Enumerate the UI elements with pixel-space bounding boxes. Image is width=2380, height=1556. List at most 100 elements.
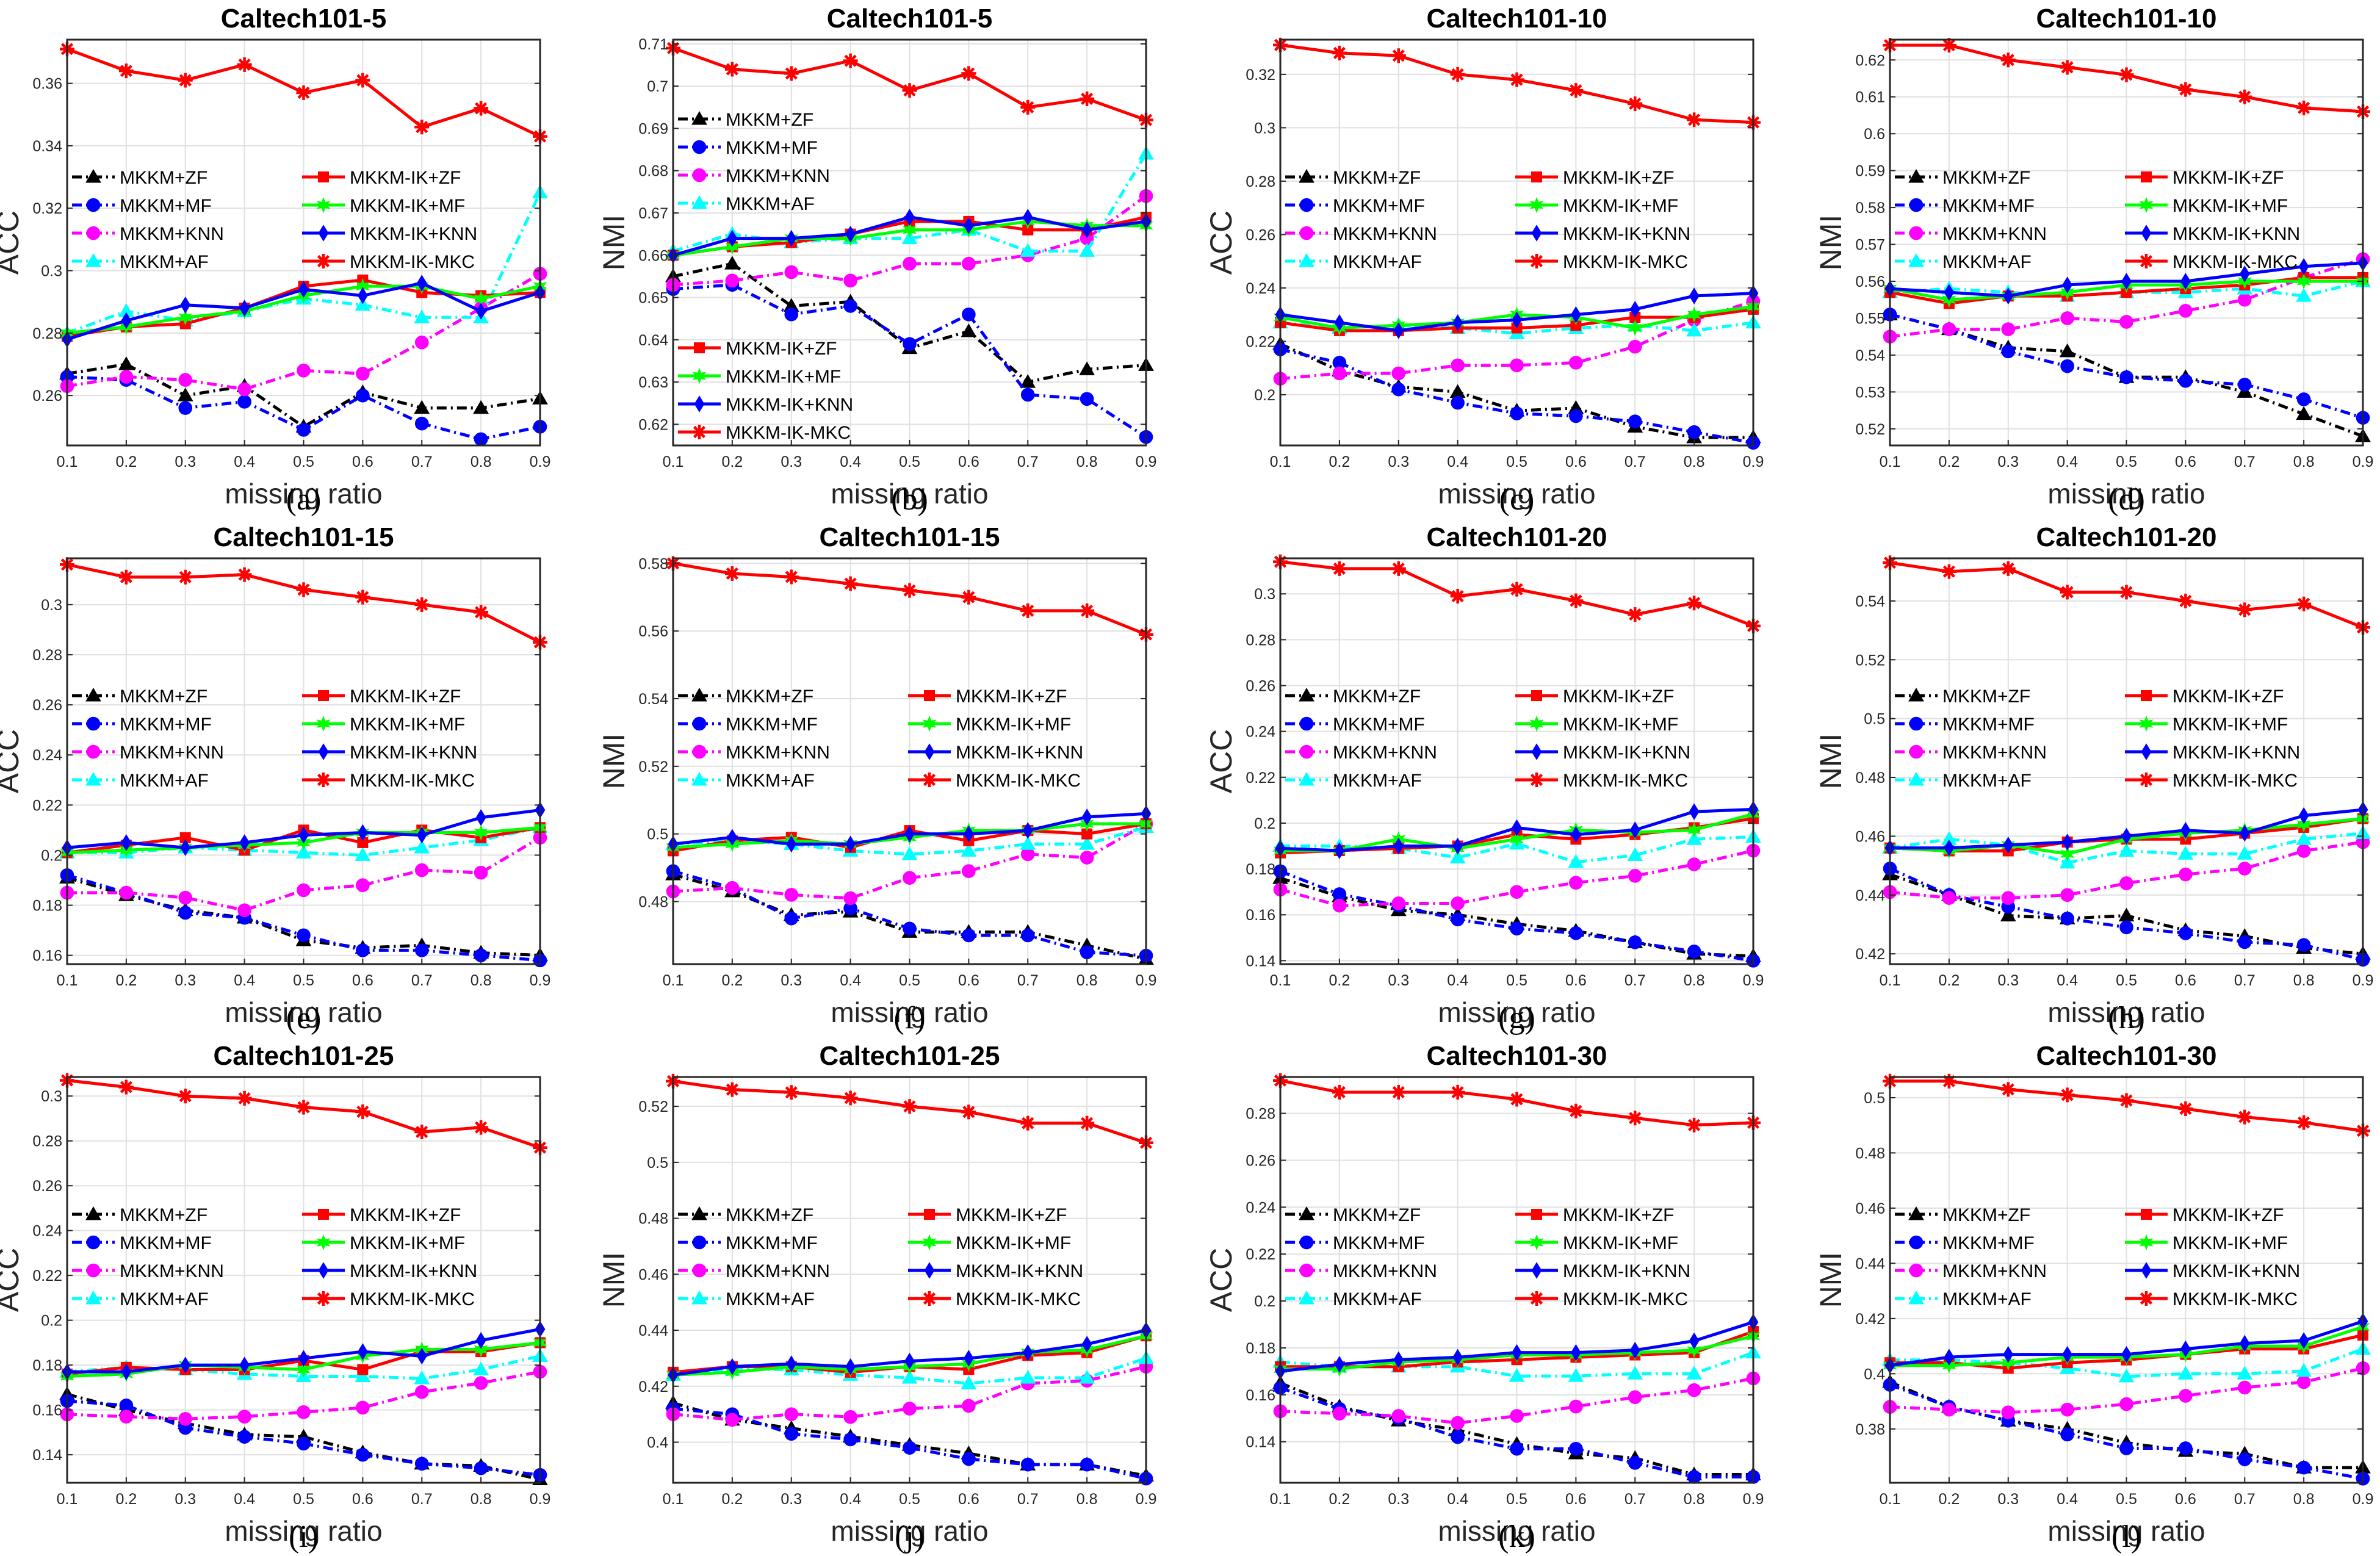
data-point <box>2296 1460 2311 1475</box>
x-tick-label: 0.5 <box>1506 1491 1527 1508</box>
y-tick-label: 0.57 <box>1855 237 1885 254</box>
data-point <box>784 1085 799 1100</box>
legend-item: MKKM-IK+ZF <box>1515 168 1675 188</box>
data-point <box>180 839 191 856</box>
legend-label: MKKM-IK-MKC <box>2173 1289 2298 1309</box>
legend-item: MKKM+ZF <box>1895 686 2030 707</box>
legend-item: MKKM-IK+ZF <box>908 686 1067 707</box>
legend-label: MKKM-IK+ZF <box>2173 168 2284 188</box>
legend-label: MKKM-IK-MKC <box>956 1289 1081 1309</box>
data-point <box>1944 284 1955 301</box>
legend-item: MKKM-IK-MKC <box>1515 771 1688 791</box>
legend-marker <box>692 1263 707 1278</box>
legend-marker <box>2141 171 2152 182</box>
legend-item: MKKM-IK+MF <box>2125 1233 2288 1253</box>
line-chart: 0.1 0.2 0.3 0.4 0.5 0.6 0.7 0.8 0.9 0.48 0.5 0.52 0.… <box>597 522 1156 1036</box>
data-point <box>903 222 917 238</box>
data-point <box>296 85 311 100</box>
legend-label: MKKM+AF <box>726 771 815 791</box>
data-point <box>1391 366 1406 381</box>
legend-label: MKKM+ZF <box>726 686 813 707</box>
legend-item: MKKM+ZF <box>1285 168 1421 188</box>
x-tick-label: 0.8 <box>2293 1491 2315 1508</box>
y-tick-label: 0.3 <box>41 263 62 280</box>
data-point <box>962 928 976 943</box>
legend-item: MKKM+AF <box>1285 1289 1422 1309</box>
legend-label: MKKM-IK+ZF <box>350 1205 461 1225</box>
line-chart: 0.1 0.2 0.3 0.4 0.5 0.6 0.7 0.8 0.9 0.4 0.42 0.44 0.… <box>597 1041 1156 1554</box>
legend-marker <box>1531 690 1542 701</box>
legend-item: MKKM-IK+ZF <box>1515 686 1675 707</box>
data-point <box>784 307 799 322</box>
data-point <box>1079 243 1095 257</box>
legend-label: MKKM-IK+ZF <box>1563 686 1675 707</box>
data-point <box>1687 945 1701 959</box>
y-tick-label: 0.4 <box>1864 1366 1885 1383</box>
data-point <box>1079 361 1095 375</box>
data-point <box>845 1358 856 1375</box>
data-point <box>1080 91 1095 106</box>
y-tick-label: 0.5 <box>647 1154 668 1172</box>
data-point <box>414 863 429 877</box>
data-point <box>237 1430 251 1444</box>
data-point <box>237 1090 252 1106</box>
legend-marker <box>1908 1290 1924 1305</box>
data-point <box>474 1376 488 1390</box>
data-point <box>2119 315 2133 329</box>
x-tick-label: 0.8 <box>471 972 492 989</box>
data-point <box>1686 322 1702 337</box>
legend-label: MKKM-IK+KNN <box>1563 1261 1690 1281</box>
legend-marker <box>694 342 705 353</box>
data-point <box>1628 935 1642 949</box>
data-point <box>1391 561 1406 576</box>
legend-item: MKKM-IK+ZF <box>1515 1205 1675 1225</box>
chart-title: Caltech101-5 <box>221 4 386 34</box>
legend-marker <box>1909 226 1924 240</box>
series-line <box>1280 1377 1754 1425</box>
data-point <box>1450 588 1465 603</box>
legend-item: MKKM+AF <box>1895 252 2032 272</box>
data-point <box>1687 596 1702 611</box>
data-point <box>2237 1109 2252 1125</box>
data-point <box>474 605 489 620</box>
data-point <box>1080 1457 1094 1472</box>
legend-label: MKKM+ZF <box>726 110 813 130</box>
legend-marker <box>1909 1263 1924 1278</box>
data-point <box>1687 1117 1702 1133</box>
data-point <box>1451 358 1465 373</box>
data-point <box>1509 72 1524 87</box>
legend-item: MKKM+KNN <box>72 224 224 244</box>
series-line <box>1889 840 2364 900</box>
legend-marker <box>85 168 101 183</box>
x-tick-label: 0.1 <box>1880 972 1901 989</box>
y-tick-label: 0.55 <box>1855 310 1885 327</box>
y-axis-label: NMI <box>597 215 631 271</box>
series-mkkm-ik-mkc <box>60 1073 547 1155</box>
data-point <box>1020 1370 1036 1384</box>
legend-label: MKKM-IK+MF <box>350 196 465 216</box>
series-mkkm-mf <box>60 868 547 968</box>
data-point <box>2237 1366 2253 1380</box>
chart-title: Caltech101-30 <box>1427 1041 1607 1071</box>
data-point <box>1449 849 1466 863</box>
panel-caption: (j) <box>895 1519 925 1554</box>
data-point <box>727 229 738 247</box>
y-axis-label: NMI <box>597 1252 631 1308</box>
data-point <box>1569 876 1583 890</box>
data-point <box>725 273 740 288</box>
data-point <box>180 1356 191 1374</box>
x-tick-label: 0.6 <box>958 453 979 470</box>
y-tick-label: 0.56 <box>638 623 668 640</box>
data-point <box>1512 311 1522 329</box>
chart-title: Caltech101-20 <box>1427 522 1607 552</box>
data-point <box>1393 322 1404 339</box>
data-point <box>1687 857 1701 871</box>
data-point <box>2296 406 2312 420</box>
y-tick-label: 0.18 <box>1246 1340 1275 1357</box>
data-point <box>2118 843 2135 857</box>
data-point <box>2237 89 2252 104</box>
y-tick-label: 0.5 <box>1864 711 1885 728</box>
legend: MKKM+ZF MKKM+MF MKKM+KNN MKKM+AF MKKM-IK+ZF M… <box>678 110 853 443</box>
y-tick-label: 0.65 <box>638 290 668 307</box>
x-tick-label: 0.8 <box>471 1491 492 1508</box>
